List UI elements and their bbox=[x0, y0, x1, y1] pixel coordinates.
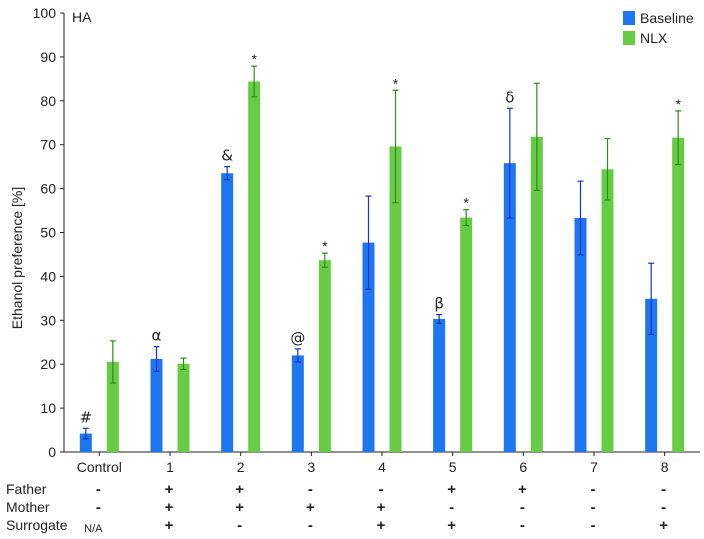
bar-nlx bbox=[177, 363, 190, 452]
significance-marker: β bbox=[434, 295, 444, 313]
bar-baseline bbox=[433, 318, 446, 452]
table-cell: + bbox=[447, 517, 456, 534]
table-cell: + bbox=[165, 517, 174, 534]
y-tick-label: 80 bbox=[40, 93, 56, 109]
table-cell: - bbox=[520, 517, 525, 534]
table-row-label: Mother bbox=[6, 499, 50, 515]
bar-baseline bbox=[291, 355, 304, 452]
significance-marker: * bbox=[675, 96, 681, 112]
significance-marker: * bbox=[463, 195, 469, 211]
bar-baseline bbox=[150, 358, 163, 452]
table-cell: + bbox=[235, 499, 244, 516]
table-cell: - bbox=[591, 481, 596, 498]
legend-label: Baseline bbox=[640, 10, 694, 26]
y-tick-label: 30 bbox=[40, 312, 56, 328]
table-cell: + bbox=[659, 517, 668, 534]
bar-baseline bbox=[79, 433, 92, 452]
table-cell: - bbox=[379, 481, 384, 498]
table-cell: - bbox=[661, 481, 666, 498]
table-cell: + bbox=[306, 499, 315, 516]
table-cell: + bbox=[377, 499, 386, 516]
legend-swatch bbox=[623, 11, 635, 25]
bar-nlx bbox=[389, 146, 402, 452]
significance-marker: α bbox=[152, 327, 162, 345]
bar-nlx bbox=[318, 260, 331, 452]
y-axis: 0 10 20 30 40 50 60 70 80 90 100 bbox=[33, 5, 65, 460]
significance-marker: @ bbox=[290, 329, 305, 347]
x-tick-label: 3 bbox=[307, 459, 315, 475]
x-tick-label: 5 bbox=[449, 459, 457, 475]
x-tick-label: 2 bbox=[237, 459, 245, 475]
legend-swatch bbox=[623, 31, 635, 45]
legend: Baseline NLX bbox=[623, 10, 694, 46]
table-cell: + bbox=[235, 481, 244, 498]
x-tick-label: 7 bbox=[590, 459, 598, 475]
table-cell: - bbox=[308, 481, 313, 498]
bar-nlx bbox=[530, 136, 543, 452]
significance-marker: * bbox=[251, 51, 257, 67]
x-tick-label: Control bbox=[77, 459, 122, 475]
bar-nlx bbox=[672, 137, 685, 452]
table-cell: - bbox=[96, 481, 101, 498]
y-tick-label: 50 bbox=[40, 225, 56, 241]
x-tick-label: 6 bbox=[519, 459, 527, 475]
table-cell: + bbox=[447, 481, 456, 498]
significance-marker: δ bbox=[505, 88, 514, 106]
legend-label: NLX bbox=[640, 30, 668, 46]
significance-marker: # bbox=[80, 408, 93, 426]
bar-nlx bbox=[460, 217, 473, 452]
y-tick-label: 10 bbox=[40, 400, 56, 416]
y-axis-label: Ethanol preference [%] bbox=[9, 187, 25, 329]
y-tick-label: 60 bbox=[40, 181, 56, 197]
table-row-label: Surrogate bbox=[6, 517, 68, 533]
table-cell: - bbox=[661, 499, 666, 516]
table-cell: - bbox=[308, 517, 313, 534]
bar-nlx bbox=[601, 169, 614, 452]
bar-nlx bbox=[106, 362, 119, 452]
x-axis: Control 1 2 3 4 5 6 7 8 bbox=[64, 451, 700, 475]
chart-title: HA bbox=[72, 9, 92, 25]
table-cell: + bbox=[165, 499, 174, 516]
table-cell: - bbox=[520, 499, 525, 516]
table-cell: N/A bbox=[84, 523, 103, 535]
bar-nlx bbox=[248, 81, 261, 452]
y-tick-label: 70 bbox=[40, 137, 56, 153]
table-cell: + bbox=[377, 517, 386, 534]
bar-baseline bbox=[503, 163, 516, 452]
y-tick-label: 90 bbox=[40, 49, 56, 65]
bars: # α & @ β δ * * * * * bbox=[79, 51, 685, 453]
significance-marker: * bbox=[393, 75, 399, 91]
table-cell: - bbox=[96, 499, 101, 516]
significance-marker: * bbox=[322, 238, 328, 254]
table-cell: - bbox=[449, 499, 454, 516]
x-tick-label: 1 bbox=[166, 459, 174, 475]
y-tick-label: 20 bbox=[40, 356, 56, 372]
table-row-label: Father bbox=[6, 481, 47, 497]
table-cell: + bbox=[165, 481, 174, 498]
y-tick-label: 0 bbox=[48, 444, 56, 460]
table-cell: - bbox=[591, 517, 596, 534]
bar-baseline bbox=[362, 242, 375, 452]
table-cell: - bbox=[591, 499, 596, 516]
y-tick-label: 100 bbox=[33, 5, 57, 21]
significance-marker: & bbox=[221, 147, 233, 165]
y-tick-label: 40 bbox=[40, 268, 56, 284]
x-tick-label: 4 bbox=[378, 459, 386, 475]
bar-baseline bbox=[645, 298, 658, 452]
bar-baseline bbox=[221, 173, 234, 453]
bar-baseline bbox=[574, 218, 587, 452]
table-cell: + bbox=[518, 481, 527, 498]
table-cell: - bbox=[237, 517, 242, 534]
genotype-table: Father - + + - - + + - -Mother - + + + + - - - -Surrogate N… bbox=[6, 481, 668, 535]
x-tick-label: 8 bbox=[661, 459, 669, 475]
